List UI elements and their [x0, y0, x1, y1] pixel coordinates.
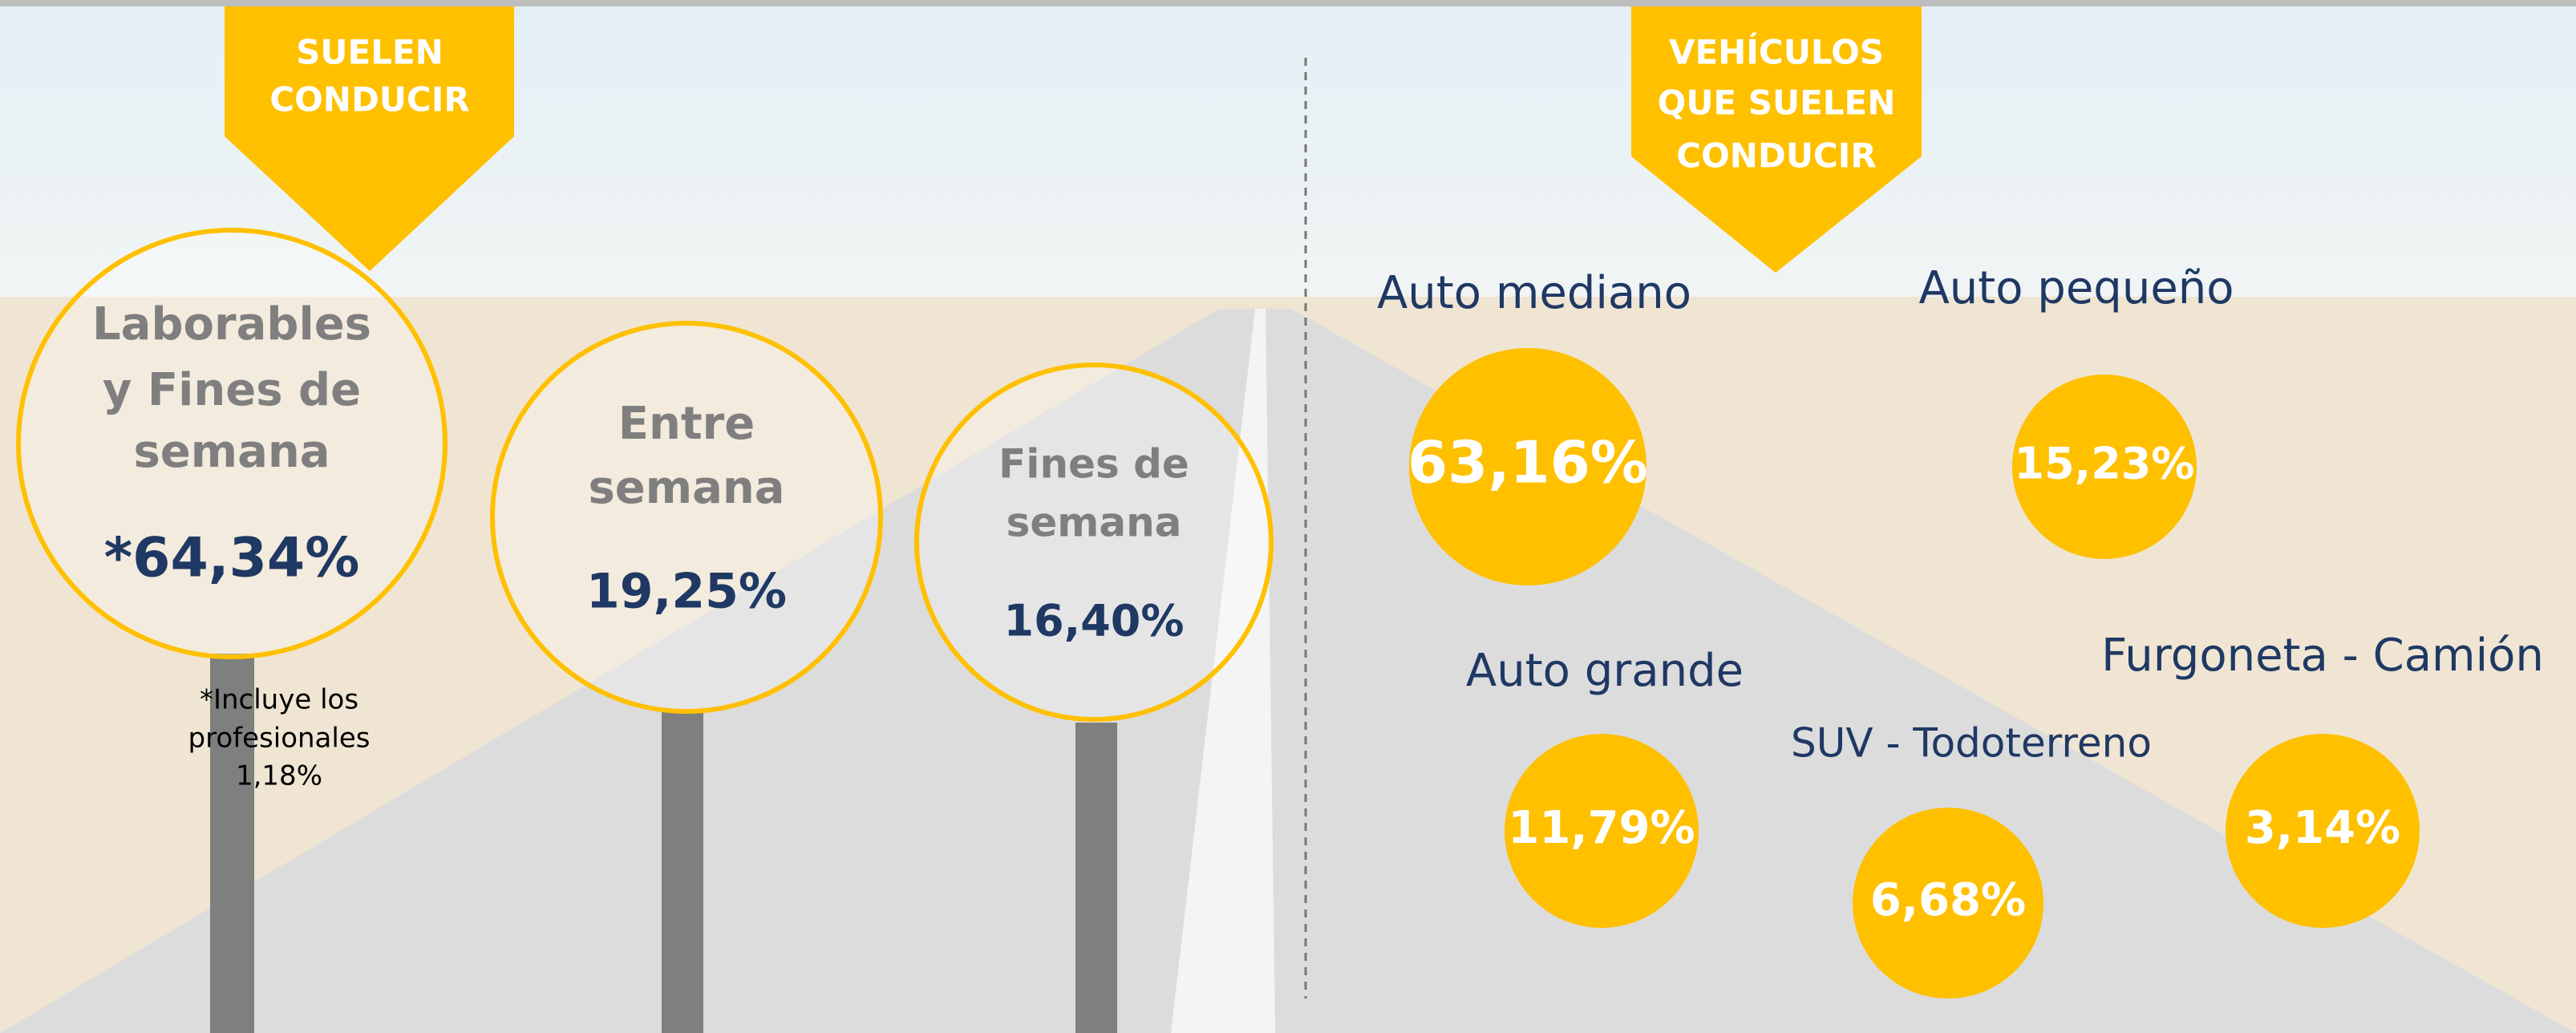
- vehicle-label: Auto pequeño: [1918, 262, 2234, 314]
- banner-text: CONDUCIR: [269, 80, 469, 120]
- vehicle-value: 11,79%: [1508, 802, 1695, 854]
- vehicle-label: Auto grande: [1466, 645, 1744, 697]
- sign-pole: [662, 710, 703, 1033]
- vehicle-label: Auto mediano: [1377, 267, 1691, 319]
- sign-label: y Fines de: [103, 364, 361, 416]
- vehicle-label: SUV - Todoterreno: [1791, 720, 2152, 767]
- sign-label: Fines de: [998, 441, 1189, 488]
- sign-circle: [492, 323, 881, 711]
- banner-text: SUELEN: [296, 33, 444, 72]
- sign-value: 19,25%: [586, 564, 787, 620]
- infographic: SUELEN CONDUCIR VEHÍCULOS QUE SUELEN CONDUCI…: [0, 0, 2576, 1033]
- banner-text: CONDUCIR: [1676, 136, 1876, 176]
- vehicle-value: 63,16%: [1407, 429, 1648, 496]
- banner-text: QUE SUELEN: [1658, 83, 1896, 123]
- sign-label: Entre: [618, 398, 755, 450]
- vehicle-value: 6,68%: [1870, 874, 2026, 926]
- top-bar: [0, 0, 2576, 6]
- sign-label: semana: [133, 426, 330, 478]
- sign-label: Laborables: [92, 298, 371, 350]
- sign-value: *64,34%: [104, 527, 360, 590]
- sign-pole: [1075, 723, 1117, 1033]
- note: *Incluye los: [200, 684, 358, 716]
- note: profesionales: [188, 723, 371, 755]
- sign-label: semana: [1007, 500, 1182, 546]
- sign-value: 16,40%: [1004, 596, 1185, 646]
- sign-label: semana: [588, 462, 784, 514]
- vehicle-value: 3,14%: [2245, 802, 2400, 854]
- vehicle-label: Furgoneta - Camión: [2101, 630, 2544, 682]
- note: 1,18%: [236, 760, 322, 792]
- vehicle-value: 15,23%: [2015, 439, 2195, 489]
- banner-text: VEHÍCULOS: [1669, 32, 1884, 72]
